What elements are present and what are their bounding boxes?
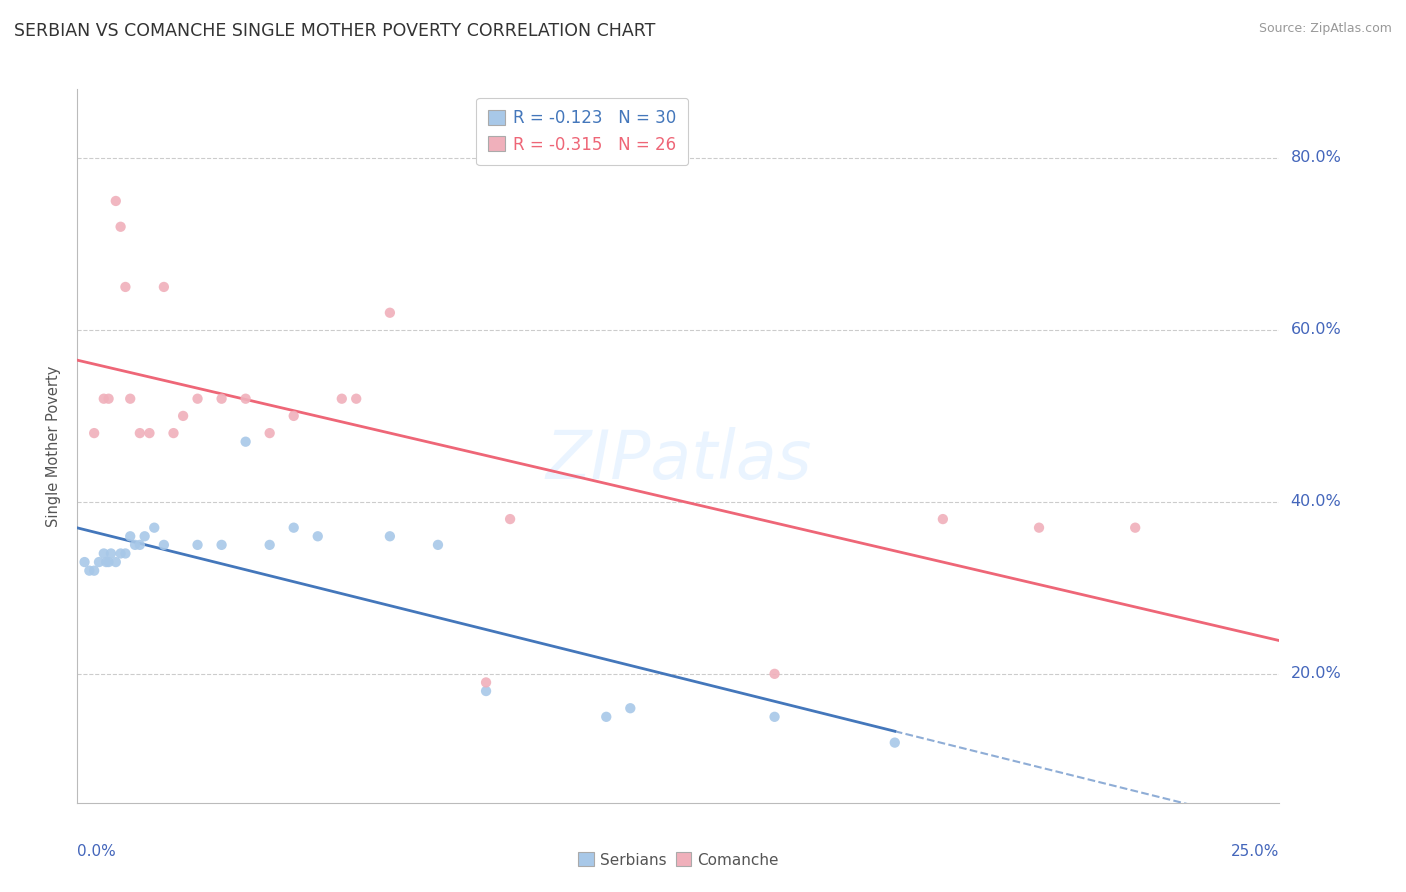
- Point: [619, 701, 641, 715]
- Point: [427, 538, 450, 552]
- Point: [104, 555, 127, 569]
- Point: [83, 426, 105, 441]
- Point: [96, 555, 118, 569]
- Point: [378, 529, 401, 543]
- Point: [259, 426, 281, 441]
- Point: [162, 426, 184, 441]
- Point: [475, 675, 498, 690]
- Text: ZIPatlas: ZIPatlas: [546, 427, 811, 493]
- Point: [763, 666, 786, 681]
- Point: [595, 710, 617, 724]
- Point: [235, 434, 257, 449]
- Point: [104, 194, 127, 208]
- Point: [932, 512, 955, 526]
- Text: 0.0%: 0.0%: [77, 845, 117, 859]
- Point: [134, 529, 156, 543]
- Point: [97, 392, 120, 406]
- Point: [475, 684, 498, 698]
- Point: [344, 392, 367, 406]
- Point: [283, 409, 305, 423]
- Point: [172, 409, 194, 423]
- Point: [153, 538, 176, 552]
- Point: [124, 538, 146, 552]
- Point: [330, 392, 353, 406]
- Y-axis label: Single Mother Poverty: Single Mother Poverty: [46, 366, 62, 526]
- Point: [186, 392, 209, 406]
- Text: 20.0%: 20.0%: [1291, 666, 1341, 681]
- Point: [87, 555, 110, 569]
- Text: SERBIAN VS COMANCHE SINGLE MOTHER POVERTY CORRELATION CHART: SERBIAN VS COMANCHE SINGLE MOTHER POVERT…: [14, 22, 655, 40]
- Text: 40.0%: 40.0%: [1291, 494, 1341, 509]
- Point: [186, 538, 209, 552]
- Point: [283, 521, 305, 535]
- Point: [93, 392, 115, 406]
- Point: [138, 426, 160, 441]
- Point: [79, 564, 101, 578]
- Point: [259, 538, 281, 552]
- Point: [499, 512, 522, 526]
- Point: [93, 546, 115, 560]
- Point: [1028, 521, 1050, 535]
- Point: [114, 280, 136, 294]
- Text: Source: ZipAtlas.com: Source: ZipAtlas.com: [1258, 22, 1392, 36]
- Point: [83, 564, 105, 578]
- Point: [110, 219, 132, 234]
- Text: 25.0%: 25.0%: [1232, 845, 1279, 859]
- Point: [235, 392, 257, 406]
- Point: [110, 546, 132, 560]
- Point: [120, 392, 142, 406]
- Point: [120, 529, 142, 543]
- Point: [307, 529, 329, 543]
- Text: 60.0%: 60.0%: [1291, 322, 1341, 337]
- Point: [883, 736, 905, 750]
- Point: [128, 538, 150, 552]
- Point: [763, 710, 786, 724]
- Point: [73, 555, 96, 569]
- Point: [378, 306, 401, 320]
- Point: [143, 521, 166, 535]
- Point: [211, 538, 233, 552]
- Point: [153, 280, 176, 294]
- Point: [128, 426, 150, 441]
- Legend: Serbians, Comanche: Serbians, Comanche: [572, 847, 785, 873]
- Point: [1123, 521, 1146, 535]
- Point: [100, 546, 122, 560]
- Point: [114, 546, 136, 560]
- Point: [97, 555, 120, 569]
- Text: 80.0%: 80.0%: [1291, 151, 1341, 166]
- Point: [211, 392, 233, 406]
